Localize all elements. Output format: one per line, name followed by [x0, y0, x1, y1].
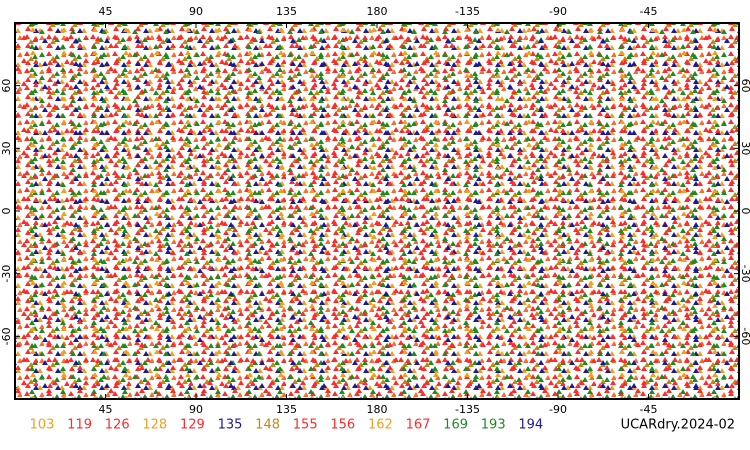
dataset-label: UCARdry.2024-02	[621, 418, 735, 433]
observation-texture	[15, 23, 739, 399]
x-tick-label-top: 135	[276, 5, 297, 18]
y-tick-label-right: -30	[739, 265, 750, 283]
y-tick-label-right: 30	[739, 141, 750, 155]
x-tick-label-bottom: 45	[99, 403, 113, 416]
map-area	[14, 22, 740, 400]
x-tick-label-bottom: -90	[549, 403, 567, 416]
x-tick-label-top: 45	[99, 5, 113, 18]
x-tick-label-bottom: 180	[367, 403, 388, 416]
y-tick-label-left: 30	[0, 141, 13, 155]
legend-entry: 119	[67, 418, 92, 433]
legend-entry: 148	[255, 418, 280, 433]
legend-entry: 194	[518, 418, 543, 433]
y-tick-label-right: 0	[739, 208, 750, 215]
legend-entry: 129	[180, 418, 205, 433]
legend-entry: 126	[105, 418, 130, 433]
x-tick-label-top: -135	[455, 5, 480, 18]
y-tick-label-right: 60	[739, 79, 750, 93]
x-tick-label-bottom: -135	[455, 403, 480, 416]
legend-entry: 135	[218, 418, 243, 433]
legend-entry: 128	[142, 418, 167, 433]
x-tick-label-bottom: 135	[276, 403, 297, 416]
y-tick-label-right: -60	[739, 327, 750, 345]
x-tick-label-top: 90	[189, 5, 203, 18]
x-tick-label-bottom: -45	[640, 403, 658, 416]
y-tick-label-left: -60	[0, 327, 13, 345]
x-tick-label-top: -90	[549, 5, 567, 18]
x-tick-label-top: -45	[640, 5, 658, 18]
x-tick-label-top: 180	[367, 5, 388, 18]
legend-entry: 162	[368, 418, 393, 433]
y-tick-label-left: -30	[0, 265, 13, 283]
x-tick-label-bottom: 90	[189, 403, 203, 416]
legend-entry: 169	[443, 418, 468, 433]
legend-entry: 193	[481, 418, 506, 433]
y-tick-label-left: 60	[0, 79, 13, 93]
legend-entry: 103	[30, 418, 55, 433]
legend-entry: 155	[293, 418, 318, 433]
legend-entry: 167	[406, 418, 431, 433]
y-tick-label-left: 0	[0, 208, 13, 215]
legend-entry: 156	[330, 418, 355, 433]
